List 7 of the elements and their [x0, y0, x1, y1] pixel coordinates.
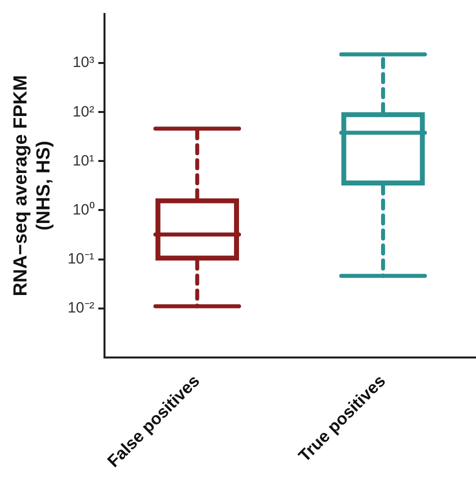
y-axis-title: RNA−seq average FPKM (NHS, HS)	[10, 75, 54, 296]
y-tick-label: 10³	[72, 54, 94, 72]
y-tick-label: 10¹	[72, 152, 94, 170]
y-tick-label: 10²	[72, 103, 94, 120]
y-tick-label: 10⁻²	[68, 299, 94, 316]
y-tick-label: 10⁻¹	[68, 250, 94, 268]
y-tick-label: 10⁰	[72, 201, 94, 218]
